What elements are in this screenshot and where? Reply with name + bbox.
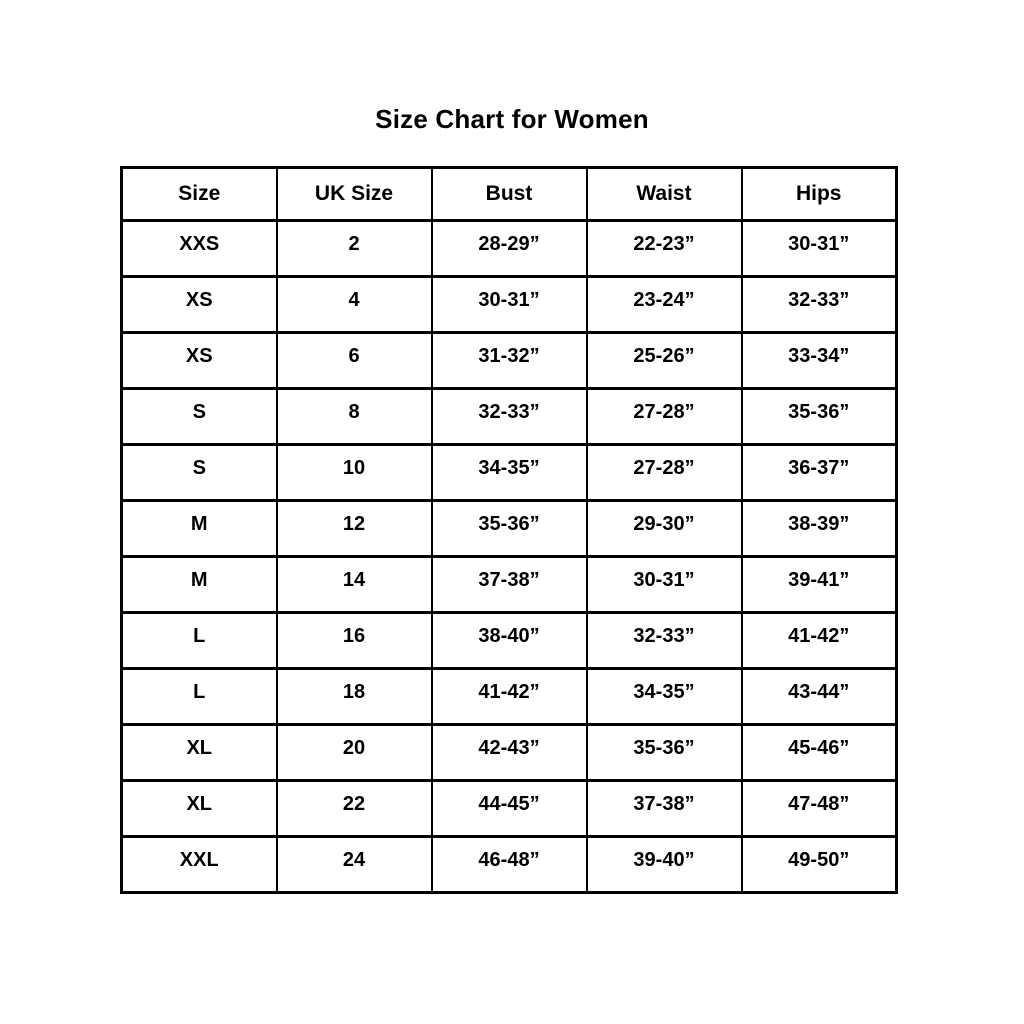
table-cell: 6 xyxy=(275,331,433,390)
table-cell: 22-23” xyxy=(585,219,743,278)
table-cell: 36-37” xyxy=(740,443,898,502)
table-cell: 31-32” xyxy=(430,331,588,390)
table-cell: XL xyxy=(120,779,278,838)
table-cell: 22 xyxy=(275,779,433,838)
table-row: XL 22 44-45” 37-38” 47-48” xyxy=(120,779,898,838)
table-header: Size UK Size Bust Waist Hips xyxy=(120,166,898,222)
table-cell: M xyxy=(120,499,278,558)
table-row: S 8 32-33” 27-28” 35-36” xyxy=(120,387,898,446)
table-cell: 38-40” xyxy=(430,611,588,670)
table-row: XL 20 42-43” 35-36” 45-46” xyxy=(120,723,898,782)
table-cell: 33-34” xyxy=(740,331,898,390)
table-body: XXS 2 28-29” 22-23” 30-31” XS 4 30-31” 23-24” 32-… xyxy=(120,219,898,894)
table-cell: 23-24” xyxy=(585,275,743,334)
page-title: Size Chart for Women xyxy=(375,104,649,134)
table-cell: 35-36” xyxy=(430,499,588,558)
table-cell: 2 xyxy=(275,219,433,278)
table-cell: 32-33” xyxy=(585,611,743,670)
table-cell: 47-48” xyxy=(740,779,898,838)
table-row: M 12 35-36” 29-30” 38-39” xyxy=(120,499,898,558)
header-row: Size UK Size Bust Waist Hips xyxy=(120,166,898,222)
table-row: L 16 38-40” 32-33” 41-42” xyxy=(120,611,898,670)
table-cell: 25-26” xyxy=(585,331,743,390)
table-cell: 27-28” xyxy=(585,387,743,446)
table-cell: 29-30” xyxy=(585,499,743,558)
table-cell: 30-31” xyxy=(430,275,588,334)
column-header: Bust xyxy=(430,166,588,222)
table-row: S 10 34-35” 27-28” 36-37” xyxy=(120,443,898,502)
table-cell: XL xyxy=(120,723,278,782)
table-cell: L xyxy=(120,667,278,726)
table-cell: XS xyxy=(120,275,278,334)
column-header: Hips xyxy=(740,166,898,222)
table-cell: 44-45” xyxy=(430,779,588,838)
table-cell: 32-33” xyxy=(430,387,588,446)
table-cell: 41-42” xyxy=(430,667,588,726)
table-cell: 8 xyxy=(275,387,433,446)
table-cell: 37-38” xyxy=(585,779,743,838)
table-cell: 46-48” xyxy=(430,835,588,894)
table-cell: S xyxy=(120,387,278,446)
table-row: XXL 24 46-48” 39-40” 49-50” xyxy=(120,835,898,894)
table-cell: 38-39” xyxy=(740,499,898,558)
table-cell: 24 xyxy=(275,835,433,894)
table-cell: 30-31” xyxy=(740,219,898,278)
table-row: M 14 37-38” 30-31” 39-41” xyxy=(120,555,898,614)
table-cell: 35-36” xyxy=(585,723,743,782)
size-chart-table: Size UK Size Bust Waist Hips XXS 2 28-29” 22-23… xyxy=(120,166,898,894)
table-cell: 18 xyxy=(275,667,433,726)
table-cell: 45-46” xyxy=(740,723,898,782)
column-header: Waist xyxy=(585,166,743,222)
table-cell: 42-43” xyxy=(430,723,588,782)
table-cell: 35-36” xyxy=(740,387,898,446)
table-cell: 27-28” xyxy=(585,443,743,502)
table-cell: 34-35” xyxy=(430,443,588,502)
column-header: Size xyxy=(120,166,278,222)
table-cell: XXS xyxy=(120,219,278,278)
table-cell: 16 xyxy=(275,611,433,670)
table-cell: 30-31” xyxy=(585,555,743,614)
table-cell: 49-50” xyxy=(740,835,898,894)
column-header: UK Size xyxy=(275,166,433,222)
table-cell: 28-29” xyxy=(430,219,588,278)
table-cell: 39-40” xyxy=(585,835,743,894)
table-cell: 37-38” xyxy=(430,555,588,614)
table-cell: XXL xyxy=(120,835,278,894)
table-cell: 12 xyxy=(275,499,433,558)
table-cell: 41-42” xyxy=(740,611,898,670)
table-cell: 43-44” xyxy=(740,667,898,726)
table-cell: S xyxy=(120,443,278,502)
table-cell: 4 xyxy=(275,275,433,334)
table-cell: M xyxy=(120,555,278,614)
table-cell: XS xyxy=(120,331,278,390)
table-cell: L xyxy=(120,611,278,670)
table-cell: 20 xyxy=(275,723,433,782)
table-row: XXS 2 28-29” 22-23” 30-31” xyxy=(120,219,898,278)
table-cell: 39-41” xyxy=(740,555,898,614)
table-cell: 34-35” xyxy=(585,667,743,726)
table-cell: 32-33” xyxy=(740,275,898,334)
table-cell: 10 xyxy=(275,443,433,502)
table-cell: 14 xyxy=(275,555,433,614)
table-row: L 18 41-42” 34-35” 43-44” xyxy=(120,667,898,726)
table-row: XS 6 31-32” 25-26” 33-34” xyxy=(120,331,898,390)
table-row: XS 4 30-31” 23-24” 32-33” xyxy=(120,275,898,334)
